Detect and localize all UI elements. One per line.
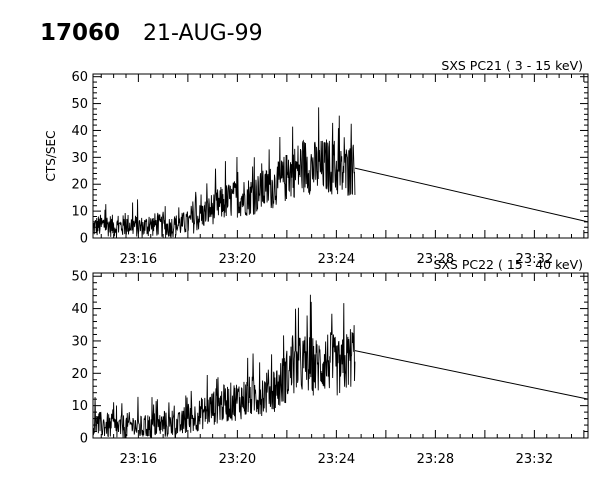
x-tick-label: 23:24 [318, 452, 355, 467]
series-extrapolated-segment [354, 167, 589, 223]
plot-frame [92, 272, 589, 439]
x-tick-label: 23:20 [219, 252, 256, 267]
series-trace [92, 294, 356, 439]
series-extrapolated-segment [354, 350, 589, 400]
y-axis-label: CTS/SEC [44, 131, 58, 182]
x-tick-label: 23:24 [318, 252, 355, 267]
y-tick-label: 60 [71, 70, 88, 85]
y-tick-label: 50 [71, 97, 88, 112]
observation-date: 21-AUG-99 [143, 21, 263, 46]
y-tick-label: 20 [71, 367, 88, 382]
x-tick-label: 23:16 [120, 252, 157, 267]
chart-panel-2: 0 10 20 30 40 50 23:16 23:20 23:24 23:28 23:32 SXS … [71, 257, 589, 467]
y-tick-label: 10 [71, 205, 88, 220]
y-tick-label: 50 [71, 270, 88, 285]
x-tick-label: 23:32 [516, 452, 553, 467]
chart-panel-1: 0 10 20 30 40 50 60 23:16 23:20 23:24 23:28 23:32 SX… [44, 58, 589, 267]
y-tick-label: 40 [71, 302, 88, 317]
panel-title: SXS PC21 ( 3 - 15 keV) [441, 58, 583, 73]
y-tick-label: 30 [71, 151, 88, 166]
y-tick-label: 0 [80, 432, 88, 447]
y-tick-label: 20 [71, 178, 88, 193]
series-trace [92, 107, 356, 238]
x-tick-label: 23:16 [120, 452, 157, 467]
y-tick-label: 10 [71, 399, 88, 414]
plot-frame [92, 73, 589, 239]
x-tick-label: 23:28 [417, 452, 454, 467]
x-tick-label: 23:28 [417, 252, 454, 267]
x-tick-label: 23:32 [516, 252, 553, 267]
y-tick-label: 30 [71, 334, 88, 349]
y-tick-label: 40 [71, 124, 88, 139]
observation-id: 17060 [40, 20, 120, 46]
y-tick-label: 0 [80, 232, 88, 247]
panel-title: SXS PC22 ( 15 - 40 keV) [433, 257, 583, 272]
x-tick-label: 23:20 [219, 452, 256, 467]
